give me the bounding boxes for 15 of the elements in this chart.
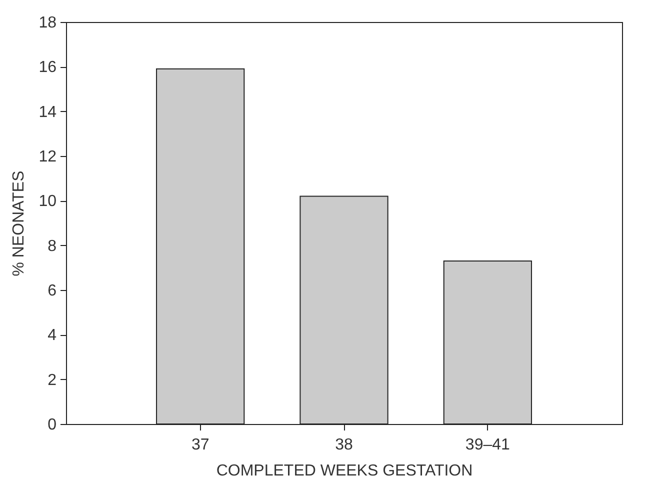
y-tick-label: 8	[48, 238, 57, 255]
y-tick-label: 12	[38, 148, 57, 166]
y-tick-label: 2	[48, 372, 57, 389]
x-tick-label: 39–41	[465, 436, 510, 454]
y-axis-title: % NEONATES	[10, 170, 28, 276]
y-tick-label: 16	[38, 59, 57, 76]
y-tick-label: 6	[48, 282, 57, 300]
x-tick-label: 38	[335, 436, 353, 454]
y-tick-label: 4	[48, 327, 57, 344]
y-tick-label: 18	[38, 14, 57, 32]
y-tick-label: 10	[38, 193, 57, 210]
x-axis-title: COMPLETED WEEKS GESTATION	[216, 462, 473, 480]
y-tick-label: 0	[48, 416, 57, 434]
x-tick-label: 37	[191, 436, 210, 454]
y-tick-label: 14	[38, 104, 57, 121]
